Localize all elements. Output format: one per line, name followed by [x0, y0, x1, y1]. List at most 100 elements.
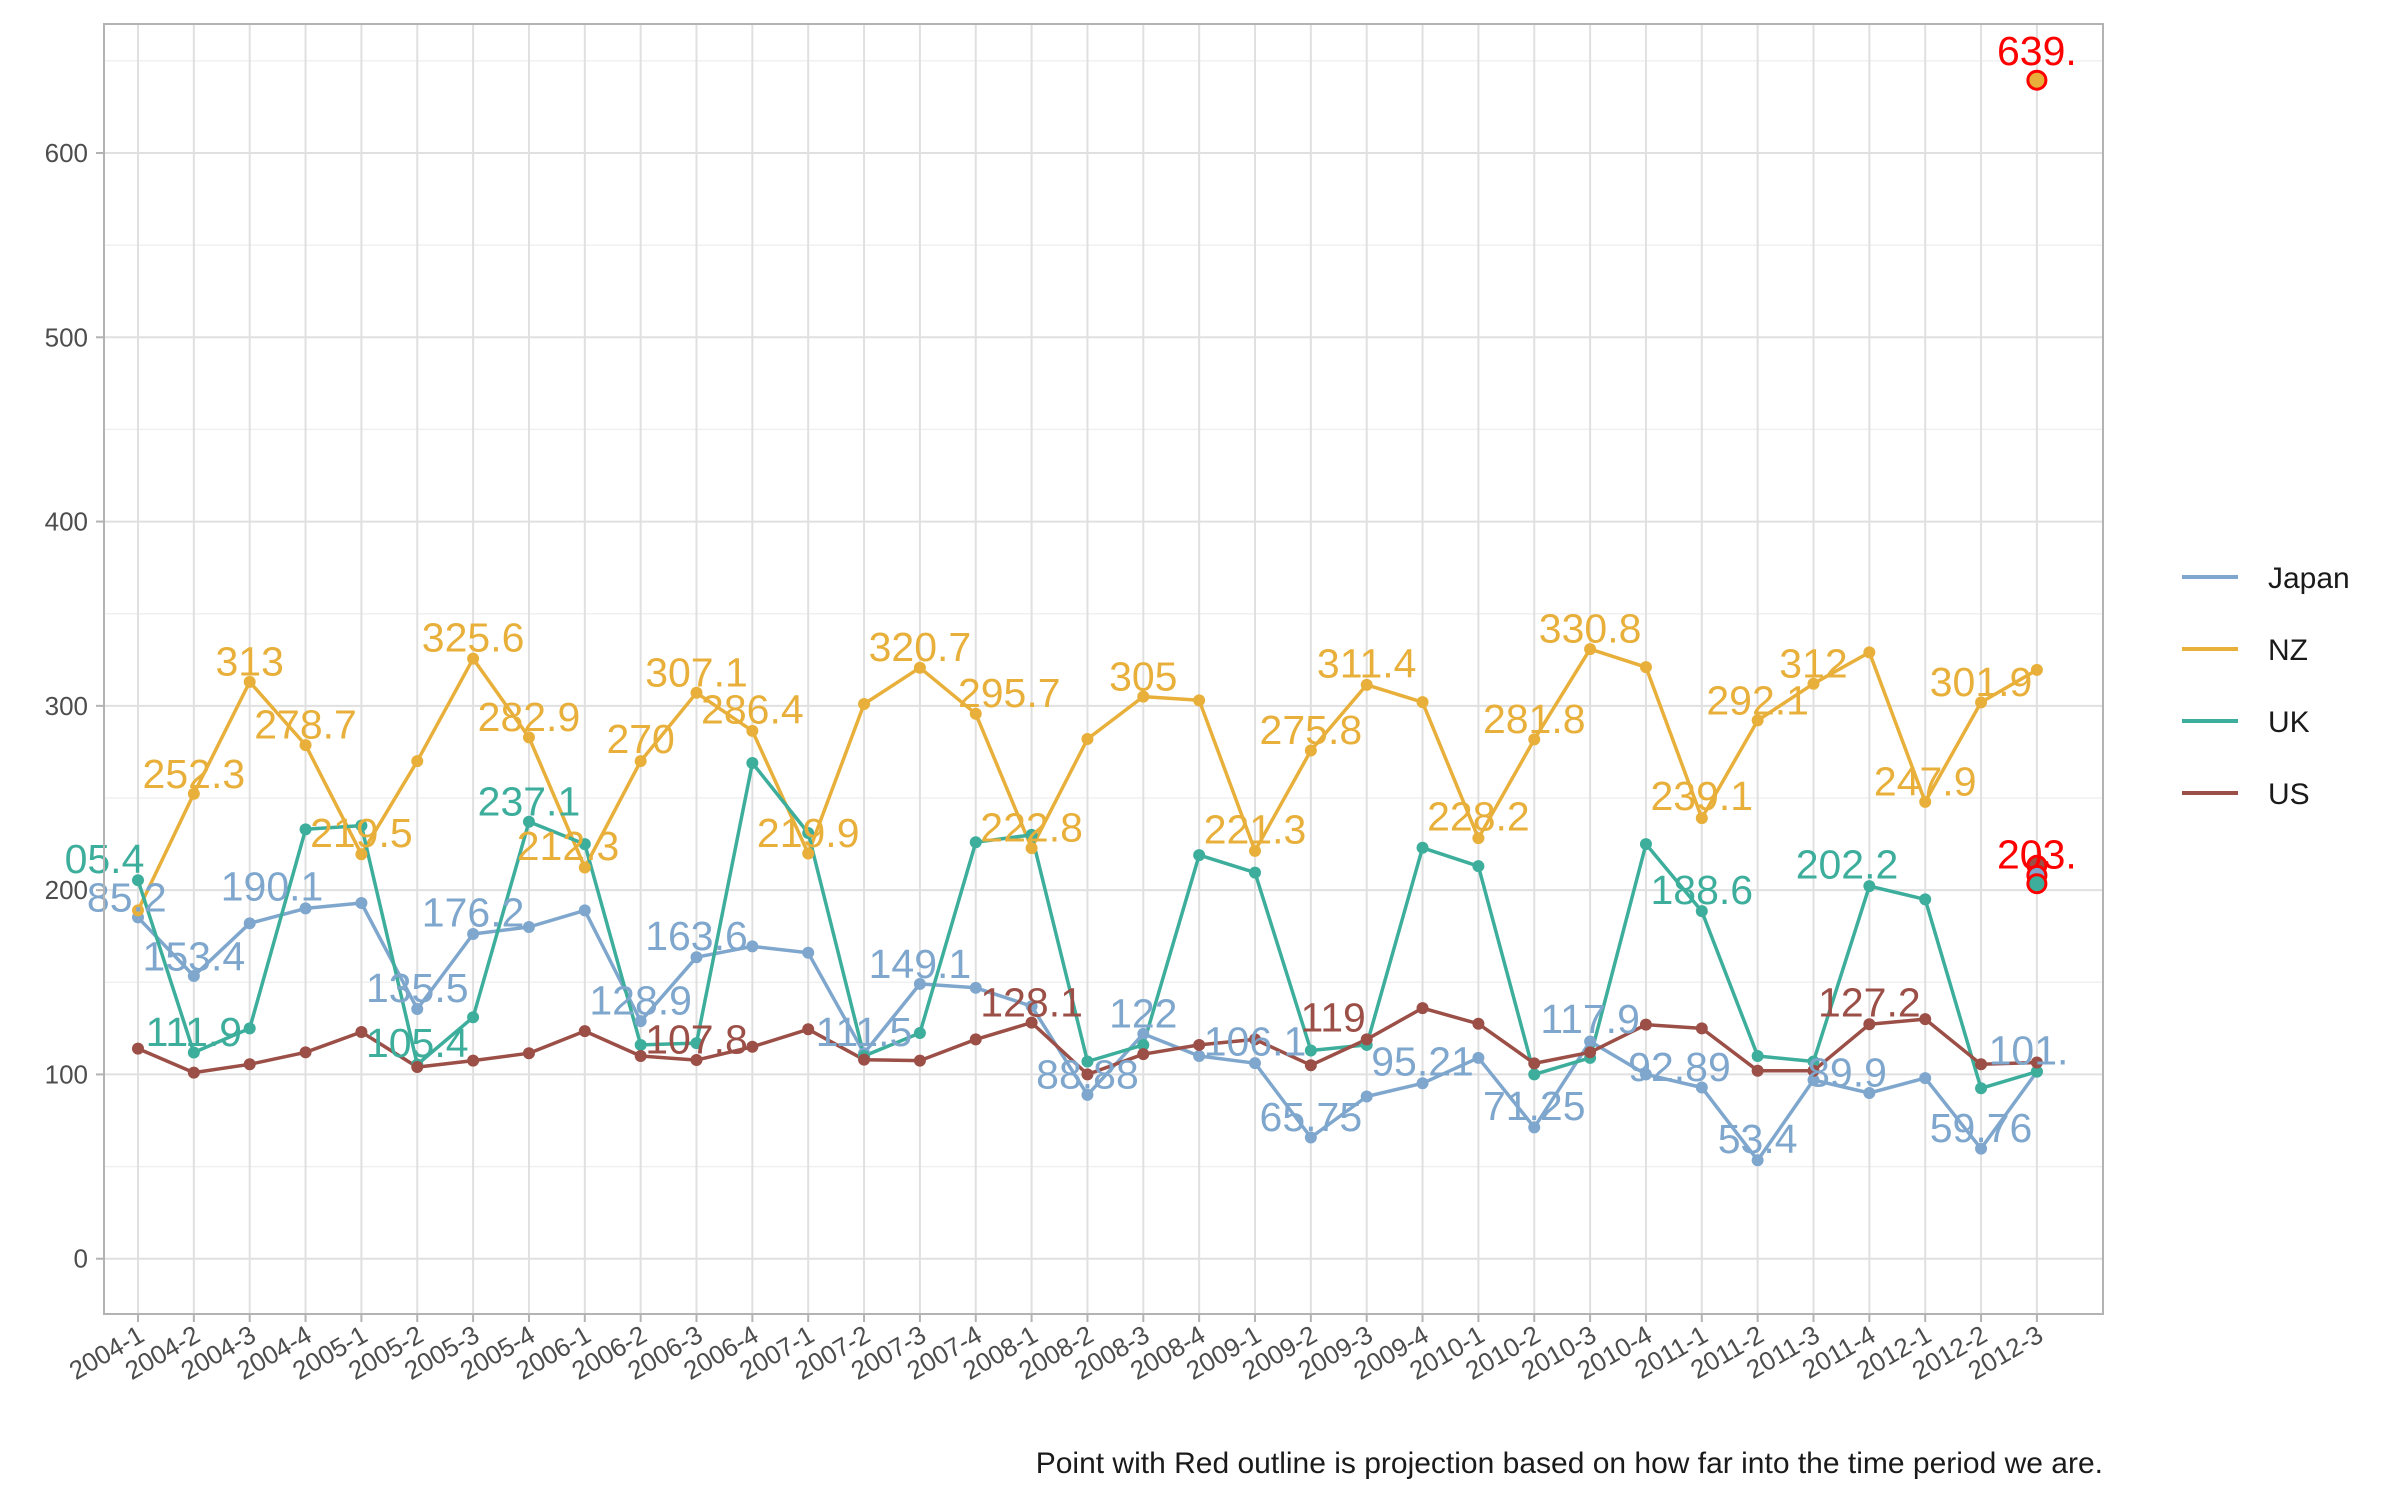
data-point-uk [1639, 838, 1652, 851]
data-point-japan [243, 917, 256, 930]
data-point-us [1416, 1002, 1429, 1015]
projection-label-nz: 639. [1997, 28, 2077, 74]
data-point-us [355, 1026, 368, 1039]
data-point-nz [187, 787, 200, 800]
data-label-japan: 149.1 [869, 941, 972, 987]
data-label-japan: 53.4 [1718, 1116, 1798, 1162]
data-point-us [802, 1023, 815, 1036]
y-tick-label: 200 [45, 875, 88, 905]
data-point-uk [1249, 866, 1261, 879]
data-point-nz [1249, 844, 1261, 857]
data-point-nz [1584, 643, 1597, 656]
data-point-us [1919, 1013, 1932, 1026]
data-point-japan [1025, 1000, 1038, 1013]
data-point-us [858, 1053, 871, 1066]
data-point-us [1863, 1018, 1876, 1031]
data-point-us [299, 1046, 312, 1059]
data-label-nz: 222.8 [980, 804, 1083, 850]
data-point-uk [969, 836, 982, 849]
data-point-nz [1751, 714, 1764, 727]
data-label-japan: 153.4 [143, 933, 246, 979]
data-label-nz: 247.9 [1874, 758, 1977, 804]
y-axis: 0 100 200 300 400 500 600 [45, 138, 104, 1274]
data-point-us [1360, 1033, 1373, 1046]
data-point-japan [1528, 1121, 1541, 1134]
data-label-nz: 312 [1779, 640, 1847, 686]
data-point-japan [355, 897, 368, 910]
data-point-us [1639, 1018, 1652, 1031]
data-point-nz [1025, 842, 1038, 855]
data-point-japan [299, 902, 312, 915]
data-label-uk: 202.2 [1796, 841, 1899, 887]
data-label-japan: 59.76 [1930, 1105, 2033, 1151]
data-label-nz: 228.2 [1427, 793, 1530, 839]
data-label-uk: 105.4 [366, 1020, 469, 1066]
data-labels: 85.2 153.4 190.1 135.5 176.2 128.9 163.6 111.5 1… [65, 605, 2069, 1161]
data-point-japan [802, 946, 815, 959]
data-point-uk [1416, 841, 1429, 854]
data-point-japan [1472, 1051, 1485, 1064]
data-point-nz [1639, 661, 1652, 674]
data-point-uk [132, 874, 144, 887]
data-label-us: 127.2 [1818, 980, 1921, 1026]
data-label-japan: 111.5 [816, 1009, 913, 1055]
data-label-nz: 295.7 [958, 670, 1061, 716]
data-label-us: 107.8 [645, 1016, 748, 1062]
data-point-us [411, 1061, 424, 1074]
data-point-us [913, 1054, 926, 1067]
data-point-uk [1193, 849, 1206, 862]
grid-lines [104, 24, 2103, 1314]
data-point-us [1081, 1068, 1094, 1081]
data-point-nz [1472, 832, 1485, 845]
data-point-us [1472, 1017, 1485, 1030]
data-point-us [1695, 1022, 1708, 1035]
data-label-japan: 128.9 [589, 978, 692, 1024]
data-label-nz: 278.7 [254, 701, 357, 747]
data-label-nz: 320.7 [869, 624, 972, 670]
projection-label-uk: 203. [1997, 832, 2077, 878]
data-label-japan: 106.1 [1204, 1018, 1307, 1064]
data-point-us [243, 1058, 256, 1071]
data-label-nz: 252.3 [143, 751, 246, 797]
data-label-nz: 270 [606, 716, 674, 762]
data-point-us [187, 1066, 200, 1079]
data-point-nz [522, 731, 535, 744]
projection-point-nz [2026, 69, 2048, 91]
data-label-uk: 188.6 [1650, 867, 1753, 913]
data-point-japan [746, 940, 759, 953]
data-point-japan [187, 970, 200, 983]
data-point-uk [690, 1037, 703, 1050]
plot-panel-background [104, 24, 2103, 1314]
data-point-japan [1416, 1077, 1429, 1090]
data-point-uk [1863, 880, 1876, 893]
data-point-japan [1304, 1131, 1317, 1144]
data-label-japan: 163.6 [645, 913, 748, 959]
legend-label-nz: NZ [2268, 634, 2308, 667]
data-label-uk: 237.1 [478, 779, 581, 825]
projection-point-uk [2026, 873, 2048, 895]
data-point-us [1584, 1046, 1597, 1059]
data-point-nz [913, 661, 926, 674]
data-point-japan [1807, 1073, 1820, 1086]
data-point-uk [467, 1011, 480, 1024]
data-label-japan: 122 [1109, 991, 1177, 1037]
data-label-us: 128.1 [980, 980, 1083, 1026]
y-tick-label: 0 [74, 1244, 88, 1274]
data-point-us [578, 1025, 591, 1038]
data-point-us [690, 1054, 703, 1067]
legend-label-japan: Japan [2268, 562, 2350, 595]
data-point-uk [299, 823, 312, 836]
y-tick-label: 500 [45, 322, 88, 352]
data-point-us [132, 1042, 144, 1055]
data-point-japan [1360, 1090, 1373, 1103]
data-label-japan: 92.89 [1628, 1044, 1731, 1090]
data-point-us [2030, 1056, 2043, 1069]
data-label-nz: 313 [215, 639, 283, 685]
data-point-nz [299, 739, 312, 752]
data-point-uk [1807, 1055, 1820, 1068]
y-tick-label: 600 [45, 138, 88, 168]
data-point-japan [1751, 1154, 1764, 1167]
data-label-nz: 239.1 [1650, 773, 1753, 819]
data-point-nz [802, 847, 815, 860]
